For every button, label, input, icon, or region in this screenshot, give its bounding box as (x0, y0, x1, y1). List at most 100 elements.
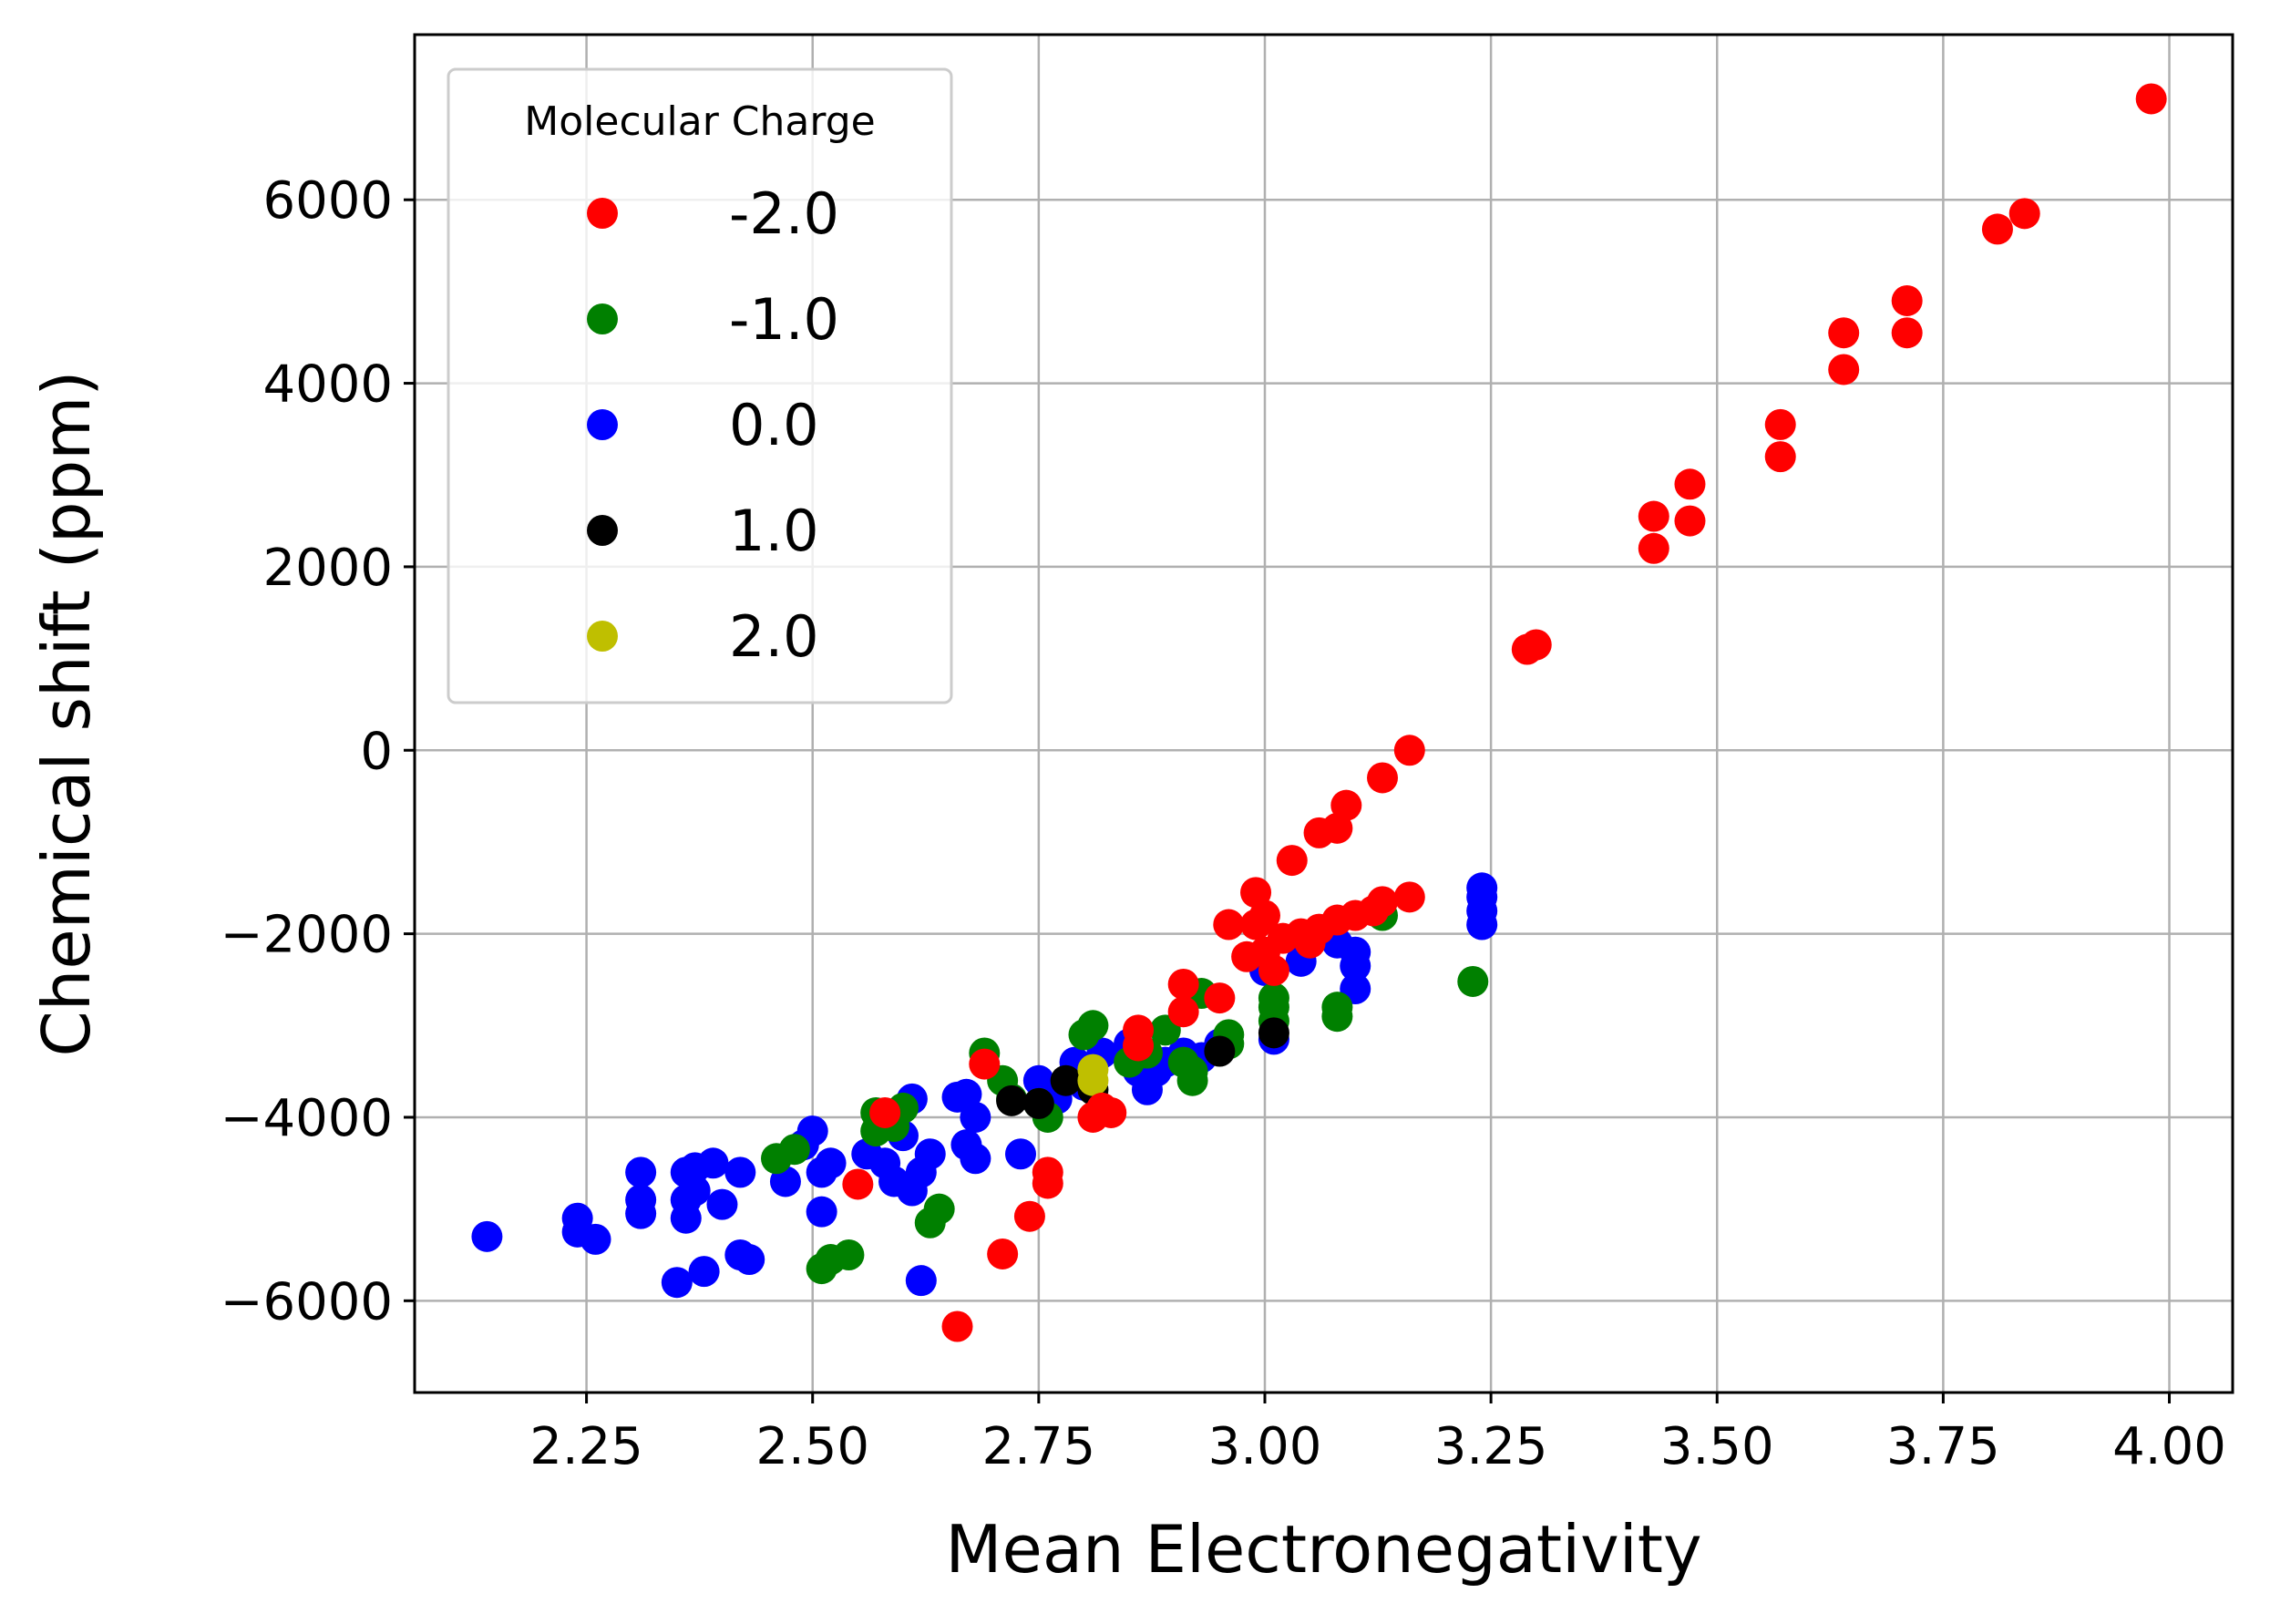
x-tick-label: 3.25 (1434, 1417, 1548, 1476)
data-point (1022, 1087, 1054, 1119)
data-point (1891, 317, 1923, 349)
legend-box (447, 67, 953, 704)
data-point (688, 1256, 720, 1288)
data-point (923, 1193, 955, 1225)
data-point (625, 1197, 657, 1229)
y-tick-label: 2000 (262, 539, 393, 598)
data-point (1204, 982, 1236, 1014)
series-2.0 (1077, 1054, 1109, 1096)
x-tick-label: 3.50 (1660, 1417, 1774, 1476)
legend-marker (587, 198, 618, 229)
y-tick-label: 0 (360, 722, 393, 781)
y-axis-title: Chemical shift (ppm) (28, 370, 105, 1056)
legend-label: 1.0 (729, 498, 819, 564)
data-point (914, 1138, 946, 1170)
grid-lines (415, 35, 2233, 1393)
data-point (1013, 1200, 1045, 1232)
data-point (1123, 1030, 1155, 1062)
data-point (1828, 317, 1860, 349)
data-point (679, 1175, 711, 1207)
data-point (987, 1238, 1019, 1269)
x-tick-label: 4.00 (2112, 1417, 2226, 1476)
data-point (1050, 1064, 1082, 1096)
data-point (734, 1244, 765, 1276)
data-point (580, 1223, 611, 1255)
data-point (1032, 1167, 1063, 1199)
legend-title: Molecular Charge (524, 98, 875, 145)
data-point (833, 1239, 865, 1270)
data-point (1077, 1010, 1109, 1042)
data-point (1077, 1064, 1109, 1096)
data-point (1213, 909, 1245, 940)
legend-items: -2.0 -1.0 0.0 1.0 2.0 (587, 180, 839, 670)
data-point (1981, 213, 2013, 245)
x-axis-ticks: 2.25 2.50 2.75 3.00 3.25 3.50 3.75 4.00 (529, 1393, 2226, 1476)
data-point (960, 1101, 991, 1133)
data-point (2008, 198, 2040, 230)
data-point (1167, 968, 1199, 1000)
data-point (905, 1265, 937, 1297)
data-point (1466, 909, 1498, 940)
data-point (1330, 789, 1362, 821)
y-tick-label: −6000 (221, 1272, 393, 1331)
data-point (1638, 500, 1669, 532)
x-tick-label: 2.25 (529, 1417, 643, 1476)
data-point (724, 1156, 756, 1188)
legend-marker (587, 303, 618, 334)
y-axis-ticks: −6000 −4000 −2000 0 2000 4000 6000 (221, 171, 415, 1331)
data-point (960, 1143, 991, 1175)
data-point (1276, 845, 1308, 877)
legend-label: 0.0 (729, 392, 819, 458)
data-point (1248, 899, 1280, 931)
y-tick-label: 4000 (262, 355, 393, 415)
data-point (2135, 83, 2167, 115)
data-point (815, 1147, 847, 1179)
data-point (969, 1048, 1001, 1080)
plot-frame (413, 33, 2234, 1394)
data-point (1674, 505, 1706, 537)
data-point (1167, 996, 1199, 1028)
data-point (1095, 1096, 1127, 1128)
data-point (1258, 954, 1289, 986)
data-point (996, 1084, 1028, 1116)
series--1.0 (761, 899, 1489, 1285)
legend-label: -2.0 (729, 180, 839, 247)
data-points (471, 83, 2167, 1342)
x-tick-label: 3.75 (1886, 1417, 2000, 1476)
data-point (661, 1267, 693, 1299)
data-point (869, 1096, 901, 1128)
data-point (697, 1147, 729, 1179)
legend-marker (587, 409, 618, 440)
data-point (706, 1188, 738, 1220)
y-tick-label: −4000 (221, 1089, 393, 1148)
data-point (1258, 1017, 1289, 1049)
legend: Molecular Charge -2.0 -1.0 0.0 1.0 2.0 (447, 67, 953, 704)
legend-label: -1.0 (729, 286, 839, 353)
data-point (1005, 1138, 1036, 1170)
data-point (1393, 881, 1425, 913)
data-point (941, 1311, 973, 1342)
data-point (625, 1156, 657, 1188)
series-0.0 (471, 872, 1498, 1299)
data-point (1321, 1001, 1353, 1033)
data-point (778, 1134, 810, 1166)
data-point (1891, 284, 1923, 316)
data-point (806, 1196, 837, 1228)
data-point (1204, 1035, 1236, 1067)
data-point (1457, 965, 1489, 997)
x-tick-label: 3.00 (1208, 1417, 1322, 1476)
data-point (842, 1168, 874, 1200)
x-axis-title: Mean Electronegativity (945, 1511, 1701, 1588)
series--2.0 (842, 83, 2167, 1342)
y-tick-label: 6000 (262, 171, 393, 231)
data-point (1176, 1064, 1208, 1096)
data-point (670, 1202, 702, 1234)
y-tick-label: −2000 (221, 906, 393, 965)
legend-marker (587, 621, 618, 652)
data-point (1367, 886, 1399, 918)
data-point (1764, 441, 1796, 473)
data-point (471, 1220, 503, 1252)
data-point (1393, 735, 1425, 766)
data-point (1764, 408, 1796, 440)
